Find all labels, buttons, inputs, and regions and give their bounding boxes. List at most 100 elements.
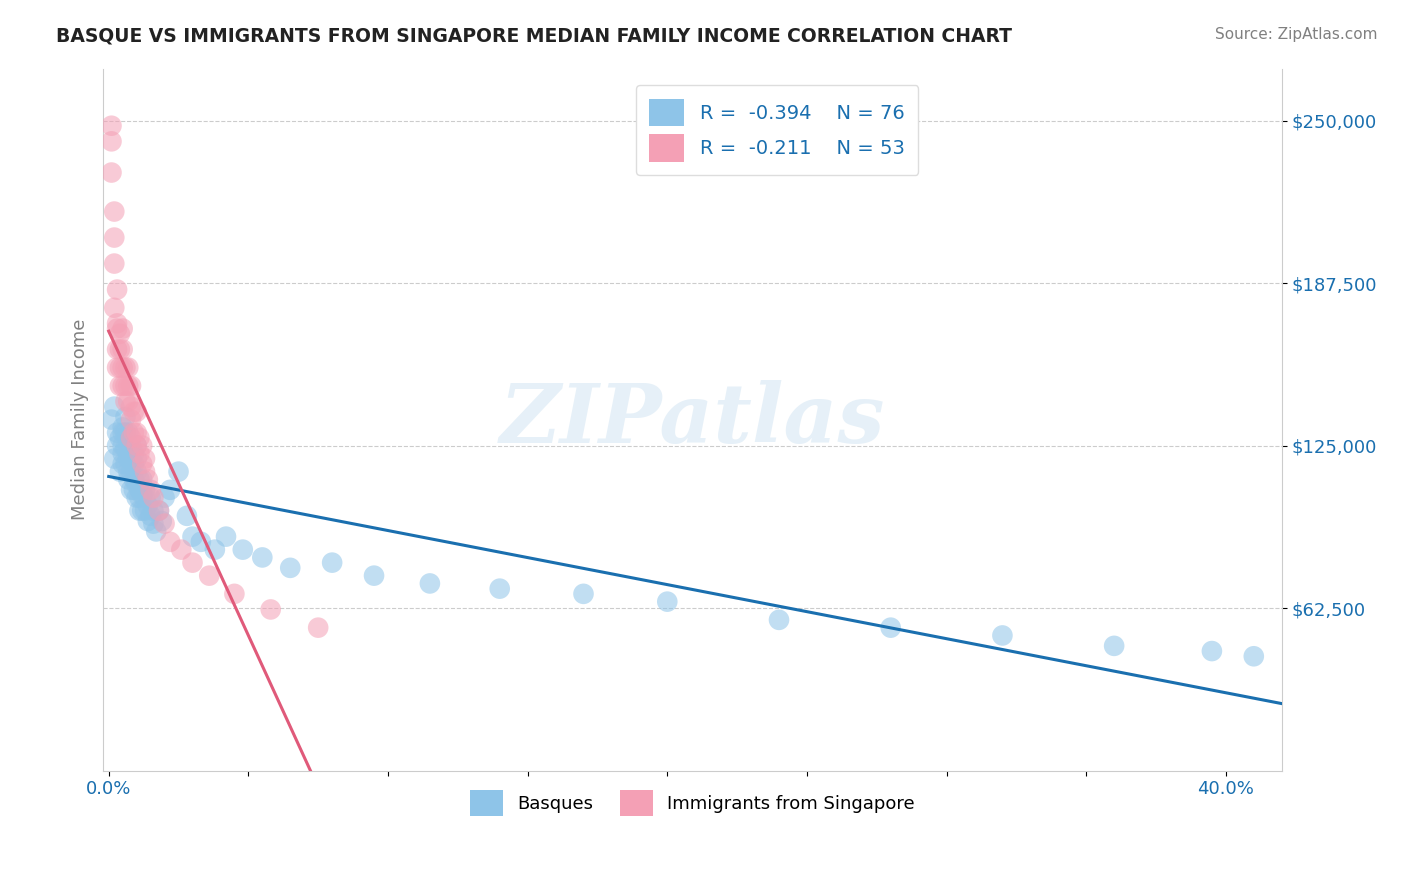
Point (134, 491, 156, 505)
Point (108, 465, 131, 479)
Point (131, 439, 153, 453)
Point (128, 503, 150, 517)
Point (122, 483, 145, 497)
Point (142, 491, 165, 505)
Point (134, 483, 156, 497)
Point (488, 582, 510, 596)
Point (120, 451, 142, 466)
Point (114, 457, 136, 471)
Point (128, 431, 150, 445)
Point (105, 283, 128, 297)
Point (419, 576, 441, 591)
Point (114, 379, 136, 393)
Y-axis label: Median Family Income: Median Family Income (72, 319, 89, 520)
Point (880, 621, 903, 635)
Point (117, 451, 139, 466)
Point (117, 394, 139, 409)
Point (105, 360, 128, 375)
Point (100, 119, 122, 133)
Point (103, 301, 125, 315)
Point (136, 514, 159, 528)
Point (125, 451, 148, 466)
Point (991, 628, 1014, 642)
Point (198, 568, 221, 582)
Point (139, 491, 162, 505)
Point (136, 472, 159, 486)
Point (232, 542, 254, 557)
Point (111, 446, 134, 460)
Point (103, 256, 125, 270)
Point (190, 534, 212, 549)
Point (120, 400, 142, 414)
Point (204, 542, 226, 557)
Point (114, 394, 136, 409)
Point (128, 491, 150, 505)
Point (1102, 639, 1125, 653)
Point (122, 457, 145, 471)
Point (111, 379, 134, 393)
Point (105, 321, 128, 335)
Point (125, 477, 148, 491)
Text: ZIPatlas: ZIPatlas (499, 380, 886, 459)
Point (122, 472, 145, 486)
Point (120, 483, 142, 497)
Point (131, 488, 153, 502)
Point (363, 568, 385, 582)
Point (145, 524, 167, 539)
Point (181, 556, 204, 570)
Point (260, 602, 283, 616)
Point (117, 360, 139, 375)
Point (105, 439, 128, 453)
Point (131, 457, 153, 471)
Legend: Basques, Immigrants from Singapore: Basques, Immigrants from Singapore (461, 781, 924, 825)
Point (572, 587, 595, 601)
Point (103, 400, 125, 414)
Point (114, 425, 136, 440)
Point (108, 379, 131, 393)
Point (125, 491, 148, 505)
Point (117, 472, 139, 486)
Point (108, 360, 131, 375)
Point (176, 508, 198, 523)
Point (103, 230, 125, 244)
Point (768, 613, 790, 627)
Point (111, 439, 134, 453)
Point (117, 425, 139, 440)
Point (125, 405, 148, 419)
Point (122, 446, 145, 460)
Point (142, 503, 165, 517)
Point (125, 439, 148, 453)
Point (128, 483, 150, 497)
Point (111, 420, 134, 434)
Point (131, 503, 153, 517)
Point (131, 472, 153, 486)
Point (170, 542, 193, 557)
Point (120, 439, 142, 453)
Point (105, 343, 128, 357)
Point (134, 465, 156, 479)
Point (125, 439, 148, 453)
Point (122, 405, 145, 419)
Point (1243, 649, 1265, 664)
Point (252, 550, 274, 565)
Point (150, 514, 173, 528)
Point (100, 165, 122, 179)
Point (103, 204, 125, 219)
Text: BASQUE VS IMMIGRANTS FROM SINGAPORE MEDIAN FAMILY INCOME CORRELATION CHART: BASQUE VS IMMIGRANTS FROM SINGAPORE MEDI… (56, 27, 1012, 45)
Point (215, 530, 238, 544)
Point (122, 425, 145, 440)
Point (1201, 644, 1223, 658)
Point (105, 425, 128, 440)
Point (321, 556, 343, 570)
Point (103, 451, 125, 466)
Point (125, 465, 148, 479)
Point (105, 317, 128, 331)
Point (108, 326, 131, 341)
Point (111, 321, 134, 335)
Point (657, 594, 679, 608)
Point (114, 360, 136, 375)
Point (278, 561, 301, 575)
Point (108, 343, 131, 357)
Point (142, 516, 165, 531)
Point (153, 491, 176, 505)
